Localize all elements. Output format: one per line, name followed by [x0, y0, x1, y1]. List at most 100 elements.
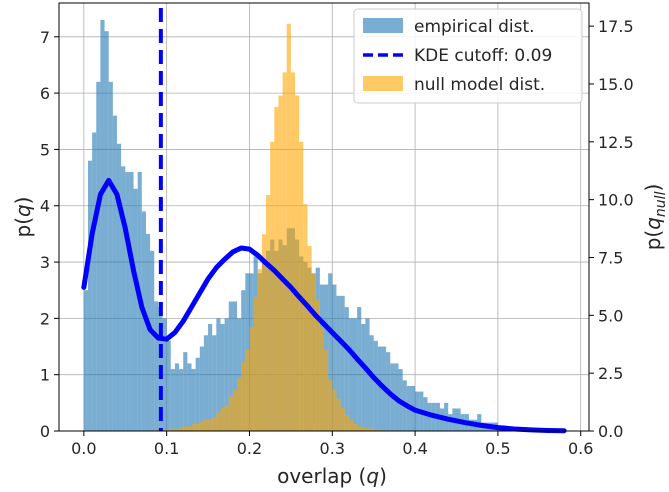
null-model-bar [253, 296, 258, 431]
x-tick-label: 0.0 [71, 439, 96, 458]
y-right-tick-label: 0.0 [598, 422, 623, 441]
empirical-bar [170, 369, 175, 431]
empirical-bar [174, 363, 180, 431]
y-right-tick-label: 10.0 [598, 191, 634, 210]
plot-frame [58, 2, 590, 432]
y-right-axis-label: p(qnull) [641, 184, 669, 251]
null-model-bar [228, 396, 233, 431]
null-model-bar [295, 95, 300, 432]
y-right-tick-label: 15.0 [598, 75, 634, 94]
y-right-tick-label: 17.5 [598, 17, 634, 36]
y-right-tick-label: 2.5 [598, 364, 623, 383]
null-model-bar [315, 299, 320, 431]
y-left-tick-label: 2 [40, 309, 50, 328]
null-model-bar [369, 428, 374, 431]
y-left-tick-label: 1 [40, 366, 50, 385]
null-model-bar [166, 429, 171, 431]
null-model-bar [290, 72, 296, 432]
null-model-bar [199, 421, 204, 431]
null-model-bar [336, 398, 341, 431]
empirical-bar [179, 369, 184, 431]
legend-label-null: null model dist. [414, 75, 545, 95]
null-model-bar [299, 141, 304, 432]
legend-label-kde-cutoff: KDE cutoff: 0.09 [414, 46, 552, 66]
null-model-bar [286, 23, 291, 431]
null-model-bar [191, 424, 196, 431]
empirical-bar [100, 19, 105, 431]
y-left-tick-label: 0 [40, 422, 50, 441]
null-model-bar [311, 273, 316, 431]
empirical-bar [87, 160, 93, 431]
null-model-bar [261, 234, 267, 431]
empirical-bar [116, 143, 122, 431]
empirical-bar [150, 250, 155, 431]
empirical-bar [187, 363, 192, 431]
null-model-bar [216, 412, 221, 431]
empirical-bar [361, 324, 366, 431]
null-model-bar [266, 195, 271, 431]
null-model-bar [361, 427, 366, 431]
empirical-bar [212, 335, 217, 431]
null-model-bar [357, 426, 362, 431]
x-axis-ticks: 0.0 0.1 0.2 0.3 0.4 0.5 0.6 [71, 431, 593, 458]
empirical-bar [92, 132, 97, 432]
null-model-bar [328, 380, 333, 431]
empirical-bar [232, 301, 238, 431]
null-model-bar [340, 407, 345, 431]
empirical-bar [208, 324, 213, 431]
null-model-bar [324, 350, 329, 431]
null-model-bar [278, 95, 283, 432]
empirical-bar [228, 301, 233, 431]
empirical-bar [96, 81, 101, 431]
y-left-axis-ticks: 0 1 2 3 4 5 6 7 [40, 28, 59, 441]
empirical-bar [129, 171, 134, 431]
y-right-axis-ticks: 0.0 2.5 5.0 7.5 10.0 12.5 15.0 17.5 [589, 17, 634, 441]
empirical-bar [328, 273, 333, 431]
x-tick-label: 0.3 [320, 439, 345, 458]
empirical-bar [141, 211, 146, 431]
empirical-bar [216, 318, 221, 431]
null-model-bar [307, 245, 312, 431]
empirical-bar [352, 318, 358, 431]
empirical-bar [224, 318, 229, 431]
legend-box [353, 8, 583, 104]
x-axis-label: overlap (q) [277, 464, 387, 488]
empirical-bar [448, 414, 453, 431]
empirical-bar [369, 335, 374, 431]
empirical-bar [108, 81, 113, 431]
empirical-bar [344, 307, 349, 431]
empirical-bar [373, 340, 378, 431]
null-model-bar [212, 417, 217, 431]
empirical-bar [125, 171, 130, 431]
null-model-bar [183, 426, 188, 431]
null-model-bar [282, 72, 287, 432]
legend-label-empirical: empirical dist. [414, 17, 535, 37]
empirical-bar [121, 166, 126, 431]
empirical-bar [191, 369, 196, 431]
legend-patch-empirical [363, 18, 403, 33]
x-tick-label: 0.2 [237, 439, 262, 458]
empirical-bar [237, 318, 242, 431]
legend: empirical dist. KDE cutoff: 0.09 null mo… [353, 8, 583, 104]
empirical-bar [112, 115, 117, 431]
x-tick-label: 0.1 [154, 439, 179, 458]
empirical-bar [377, 346, 382, 431]
empirical-bar [83, 290, 88, 431]
y-left-tick-label: 6 [40, 84, 50, 103]
y-left-tick-label: 7 [40, 28, 50, 47]
empirical-bar [348, 318, 353, 431]
y-left-tick-label: 5 [40, 140, 50, 159]
null-model-bar [270, 141, 275, 432]
null-model-bar [187, 426, 192, 431]
empirical-bar [357, 307, 362, 431]
kde-line [81, 177, 567, 434]
empirical-bar [332, 284, 337, 431]
null-model-bar [249, 326, 254, 431]
empirical-bar [195, 357, 200, 431]
null-model-bar [245, 350, 250, 431]
null-model-bar [179, 427, 184, 431]
null-model-bar [162, 429, 167, 431]
empirical-bar [241, 290, 246, 431]
null-model-bar [332, 389, 337, 431]
